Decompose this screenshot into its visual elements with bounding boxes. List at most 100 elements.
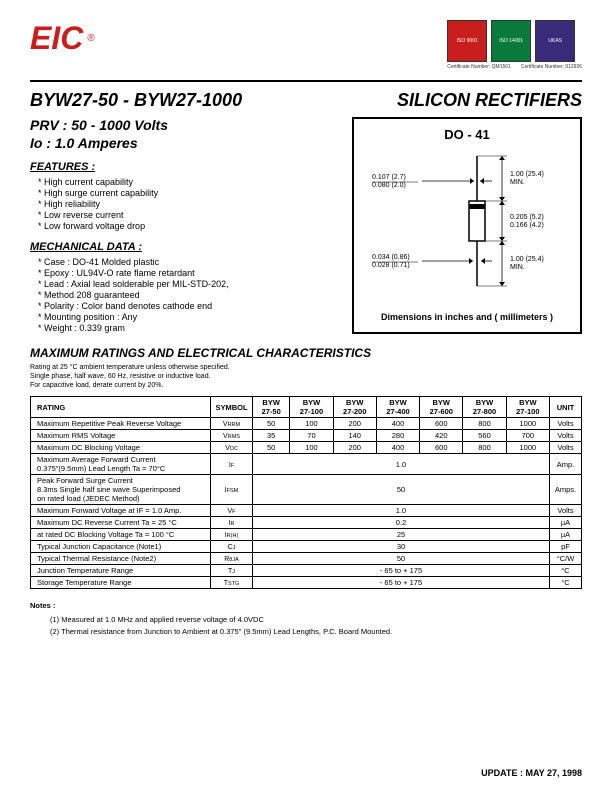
symbol-cell: CJ [211,541,253,553]
note-item: (2) Thermal resistance from Junction to … [50,626,582,637]
table-row: Typical Thermal Resistance (Note2)RθJA50… [31,553,582,565]
table-row: Maximum Repetitive Peak Reverse VoltageV… [31,418,582,430]
ukas-badge: UKAS [535,20,575,62]
value-cell: 140 [333,430,376,442]
value-cell: 600 [420,442,463,454]
ratings-conditions: Rating at 25 °C ambient temperature unle… [30,363,582,390]
value-span-cell: 1.0 [253,454,550,475]
dim-lead-len2: MIN. [510,179,525,186]
cert-caption-right: Certificate Number: 912936 [521,64,582,70]
feature-item: Low reverse current [38,210,332,220]
notes-section: Notes : (1) Measured at 1.0 MHz and appl… [30,601,582,637]
value-span-cell: 30 [253,541,550,553]
cond-line: Rating at 25 °C ambient temperature unle… [30,363,582,372]
value-span-cell: 50 [253,475,550,505]
dim-lead-len-b2: MIN. [510,264,525,271]
feature-item: High current capability [38,177,332,187]
cert-badge: ISO 9001 [447,20,487,62]
unit-cell: Amps. [550,475,582,505]
unit-cell: °C [550,565,582,577]
table-row: Maximum RMS VoltageVRMS35701402804205607… [31,430,582,442]
unit-cell: Volts [550,418,582,430]
features-list: High current capability High surge curre… [30,177,332,231]
feature-item: Low forward voltage drop [38,221,332,231]
iso9001-badge: ISO 9001 [447,20,487,62]
logo-reg: ® [87,33,94,44]
symbol-cell: VDC [211,442,253,454]
rating-cell: Storage Temperature Range [31,577,211,589]
value-cell: 35 [253,430,290,442]
value-cell: 100 [290,442,333,454]
unit-cell: Volts [550,430,582,442]
package-outline: DO - 41 0.107 (2.7) 0.080 (2.0) [352,117,582,334]
table-row: Maximum DC Reverse Current Ta = 25 °CIR0… [31,517,582,529]
col-part: BYW27-200 [333,397,376,418]
unit-cell: °C [550,577,582,589]
table-row: Maximum DC Blocking VoltageVDC5010020040… [31,442,582,454]
dim-lead-dia: 0.107 (2.7) [372,174,406,181]
value-cell: 50 [253,418,290,430]
certifications: ISO 9001 ISO 14001 UKAS Certificate Numb… [447,20,582,70]
col-part: BYW27-50 [253,397,290,418]
mech-item: Case : DO-41 Molded plastic [38,257,332,267]
table-row: Peak Forward Surge Current8.3ms Single h… [31,475,582,505]
package-diagram-svg: 0.107 (2.7) 0.080 (2.0) 1.00 (25.4) MIN.… [362,146,572,306]
value-cell: 50 [253,442,290,454]
unit-cell: µA [550,529,582,541]
col-symbol: SYMBOL [211,397,253,418]
cert-caption-left: Certificate Number: QM1561 [447,64,511,70]
table-row: Storage Temperature RangeTSTG- 65 to + 1… [31,577,582,589]
symbol-cell: IFSM [211,475,253,505]
dim-lead-len-b: 1.00 (25.4) [510,256,544,263]
cond-line: For capacitive load, derate current by 2… [30,381,582,390]
symbol-cell: IR(H) [211,529,253,541]
unit-cell: Volts [550,505,582,517]
value-cell: 200 [333,418,376,430]
unit-cell: µA [550,517,582,529]
note-item: (1) Measured at 1.0 MHz and applied reve… [50,614,582,625]
cert-badge: UKAS [535,20,575,62]
rating-cell: Maximum Forward Voltage at IF = 1.0 Amp. [31,505,211,517]
rating-cell: Maximum RMS Voltage [31,430,211,442]
dim-body-dia: 0.034 (0.86) [372,254,410,261]
unit-cell: pF [550,541,582,553]
dim-lead-dia2: 0.080 (2.0) [372,182,406,189]
rating-cell: Maximum DC Blocking Voltage [31,442,211,454]
rating-cell: Peak Forward Surge Current8.3ms Single h… [31,475,211,505]
col-part: BYW27-100 [506,397,549,418]
col-part: BYW27-100 [290,397,333,418]
logo: EIC ® [30,20,95,57]
value-span-cell: - 65 to + 175 [253,565,550,577]
package-name: DO - 41 [362,127,572,142]
symbol-cell: VRMS [211,430,253,442]
mech-item: Polarity : Color band denotes cathode en… [38,301,332,311]
mech-item-cont: Method 208 guaranteed [38,290,332,300]
value-cell: 560 [463,430,506,442]
value-cell: 800 [463,442,506,454]
value-span-cell: 1.0 [253,505,550,517]
notes-heading: Notes : [30,601,582,610]
rating-cell: Typical Thermal Resistance (Note2) [31,553,211,565]
dim-body-dia2: 0.028 (0.71) [372,262,410,269]
header: EIC ® ISO 9001 ISO 14001 UKAS Certificat… [30,20,582,70]
value-cell: 600 [420,418,463,430]
value-cell: 280 [376,430,419,442]
mechanical-heading: MECHANICAL DATA : [30,241,332,253]
dim-lead-len: 1.00 (25.4) [510,171,544,178]
mech-item: Lead : Axial lead solderable per MIL-STD… [38,279,332,289]
mech-item: Weight : 0.339 gram [38,323,332,333]
symbol-cell: TSTG [211,577,253,589]
value-cell: 420 [420,430,463,442]
value-span-cell: 50 [253,553,550,565]
rating-cell: at rated DC Blocking Voltage Ta = 100 °C [31,529,211,541]
features-heading: FEATURES : [30,161,332,173]
mechanical-list: Case : DO-41 Molded plastic Epoxy : UL94… [30,257,332,333]
value-span-cell: 25 [253,529,550,541]
rating-cell: Maximum DC Reverse Current Ta = 25 °C [31,517,211,529]
mech-item: Epoxy : UL94V-O rate flame retardant [38,268,332,278]
spec-left: PRV : 50 - 1000 Volts Io : 1.0 Amperes F… [30,117,332,334]
prv-spec: PRV : 50 - 1000 Volts [30,117,332,133]
value-span-cell: 0.2 [253,517,550,529]
unit-cell: °C/W [550,553,582,565]
symbol-cell: RθJA [211,553,253,565]
